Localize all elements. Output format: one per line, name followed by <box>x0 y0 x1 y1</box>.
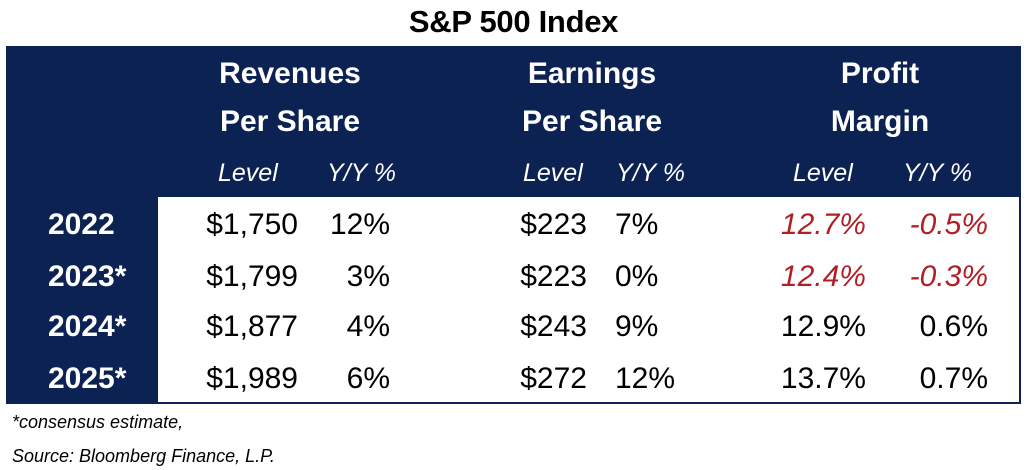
cell-eps-level: $272 <box>520 362 587 395</box>
subheader-eps-level: Level <box>523 159 583 187</box>
cell-rev-level: $1,877 <box>206 310 298 343</box>
subheader-eps-yoy: Y/Y % <box>616 159 686 187</box>
subheader-margin-level: Level <box>793 159 853 187</box>
row-year-label: 2025* <box>48 362 127 395</box>
row-year-label: 2022 <box>48 208 115 241</box>
footnote-source: Source: Bloomberg Finance, L.P. <box>12 446 275 466</box>
subheader-rev-level: Level <box>218 159 278 187</box>
cell-margin-yoy: 0.7% <box>919 362 988 395</box>
cell-eps-yoy: 0% <box>615 260 659 293</box>
row-year-label: 2023* <box>48 260 127 293</box>
header-earnings-line2: Per Share <box>521 105 663 138</box>
cell-margin-yoy: -0.5% <box>909 208 988 241</box>
cell-rev-yoy: 4% <box>346 310 390 343</box>
cell-rev-yoy: 6% <box>346 362 390 395</box>
cell-eps-yoy: 9% <box>615 310 659 343</box>
cell-margin-yoy: -0.3% <box>909 260 988 293</box>
footnote-estimate: *consensus estimate, <box>12 412 184 432</box>
cell-eps-yoy: 7% <box>615 208 659 241</box>
header-margin-line1: Profit <box>840 57 920 90</box>
header-earnings-line1: Earnings <box>527 57 657 90</box>
cell-margin-level: 13.7% <box>780 362 866 395</box>
cell-margin-level: 12.4% <box>780 260 866 293</box>
cell-rev-yoy: 3% <box>346 260 390 293</box>
header-margin-line2: Margin <box>830 105 930 138</box>
cell-eps-level: $223 <box>520 208 587 241</box>
cell-rev-level: $1,799 <box>206 260 298 293</box>
cell-eps-level: $223 <box>520 260 587 293</box>
cell-rev-level: $1,989 <box>206 362 298 395</box>
year-column-band <box>6 197 158 404</box>
header-revenues-line1: Revenues <box>219 57 361 90</box>
header-band <box>6 46 1021 197</box>
cell-eps-level: $243 <box>520 310 587 343</box>
data-area <box>158 197 1021 404</box>
cell-margin-level: 12.7% <box>780 208 866 241</box>
row-year-label: 2024* <box>48 310 127 343</box>
cell-rev-yoy: 12% <box>329 208 390 241</box>
cell-rev-level: $1,750 <box>206 208 298 241</box>
table-title: S&P 500 Index <box>408 4 619 39</box>
cell-eps-yoy: 12% <box>615 362 676 395</box>
cell-margin-yoy: 0.6% <box>919 310 988 343</box>
header-revenues-line2: Per Share <box>219 105 361 138</box>
subheader-margin-yoy: Y/Y % <box>903 159 973 187</box>
cell-margin-level: 12.9% <box>780 310 866 343</box>
subheader-rev-yoy: Y/Y % <box>327 159 397 187</box>
